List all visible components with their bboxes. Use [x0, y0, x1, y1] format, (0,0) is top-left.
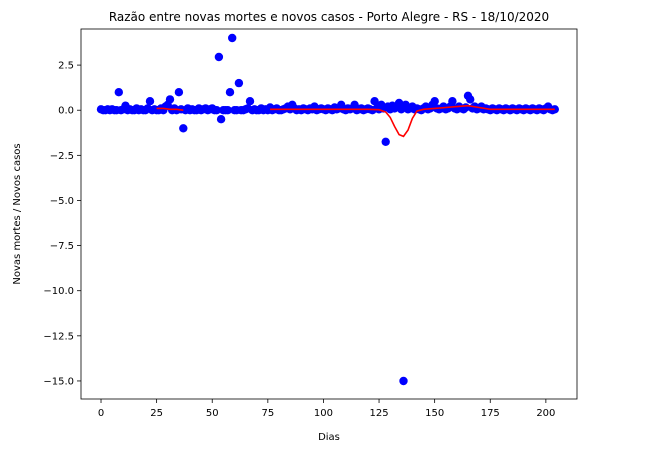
data-point: [234, 78, 244, 88]
x-tick-label: 150: [425, 408, 444, 419]
data-point: [174, 88, 184, 97]
data-point: [430, 97, 439, 106]
data-point: [245, 97, 255, 106]
data-point: [381, 137, 390, 146]
trend-line: [156, 107, 184, 111]
y-tick-label: −7.5: [50, 241, 74, 252]
y-tick-label: −12.5: [43, 331, 74, 342]
chart-title: Razão entre novas mortes e novos casos -…: [109, 10, 549, 24]
y-tick-label: 0.0: [58, 106, 74, 117]
x-tick-label: 25: [150, 408, 163, 419]
trend-line: [270, 104, 555, 138]
data-point: [212, 106, 221, 115]
plot-area: [96, 33, 559, 386]
data-point: [394, 98, 404, 108]
y-tick-label: −15.0: [43, 376, 74, 387]
data-point: [145, 97, 155, 106]
y-tick-label: −2.5: [50, 151, 74, 162]
y-tick-label: −5.0: [50, 196, 74, 207]
y-tick-label: 2.5: [58, 61, 74, 72]
x-tick-label: 75: [261, 408, 274, 419]
data-point: [216, 115, 226, 124]
axis-ticks: 0 25 50 75 100 125 150 175 200 2.5 0.0 −2.5 −5.0 −7.5…: [43, 61, 555, 419]
axes-frame: [80, 28, 578, 400]
y-tick-label: −10.0: [43, 286, 74, 297]
y-axis-label: Novas mortes / Novos casos: [12, 143, 23, 284]
x-tick-label: 175: [481, 408, 500, 419]
data-point: [179, 124, 188, 133]
data-point: [214, 52, 224, 62]
data-point: [228, 33, 237, 43]
data-point: [225, 88, 235, 97]
x-tick-label: 200: [536, 408, 555, 419]
data-point: [399, 376, 408, 386]
data-point: [466, 95, 475, 104]
x-tick-label: 125: [369, 408, 388, 419]
x-tick-label: 100: [314, 408, 333, 419]
data-point: [114, 88, 124, 97]
data-point: [223, 106, 232, 115]
x-tick-label: 0: [98, 408, 104, 419]
data-point: [448, 97, 457, 106]
data-point: [370, 97, 379, 106]
x-axis-label: Dias: [318, 432, 340, 443]
data-point: [165, 95, 175, 104]
x-tick-label: 50: [206, 408, 219, 419]
